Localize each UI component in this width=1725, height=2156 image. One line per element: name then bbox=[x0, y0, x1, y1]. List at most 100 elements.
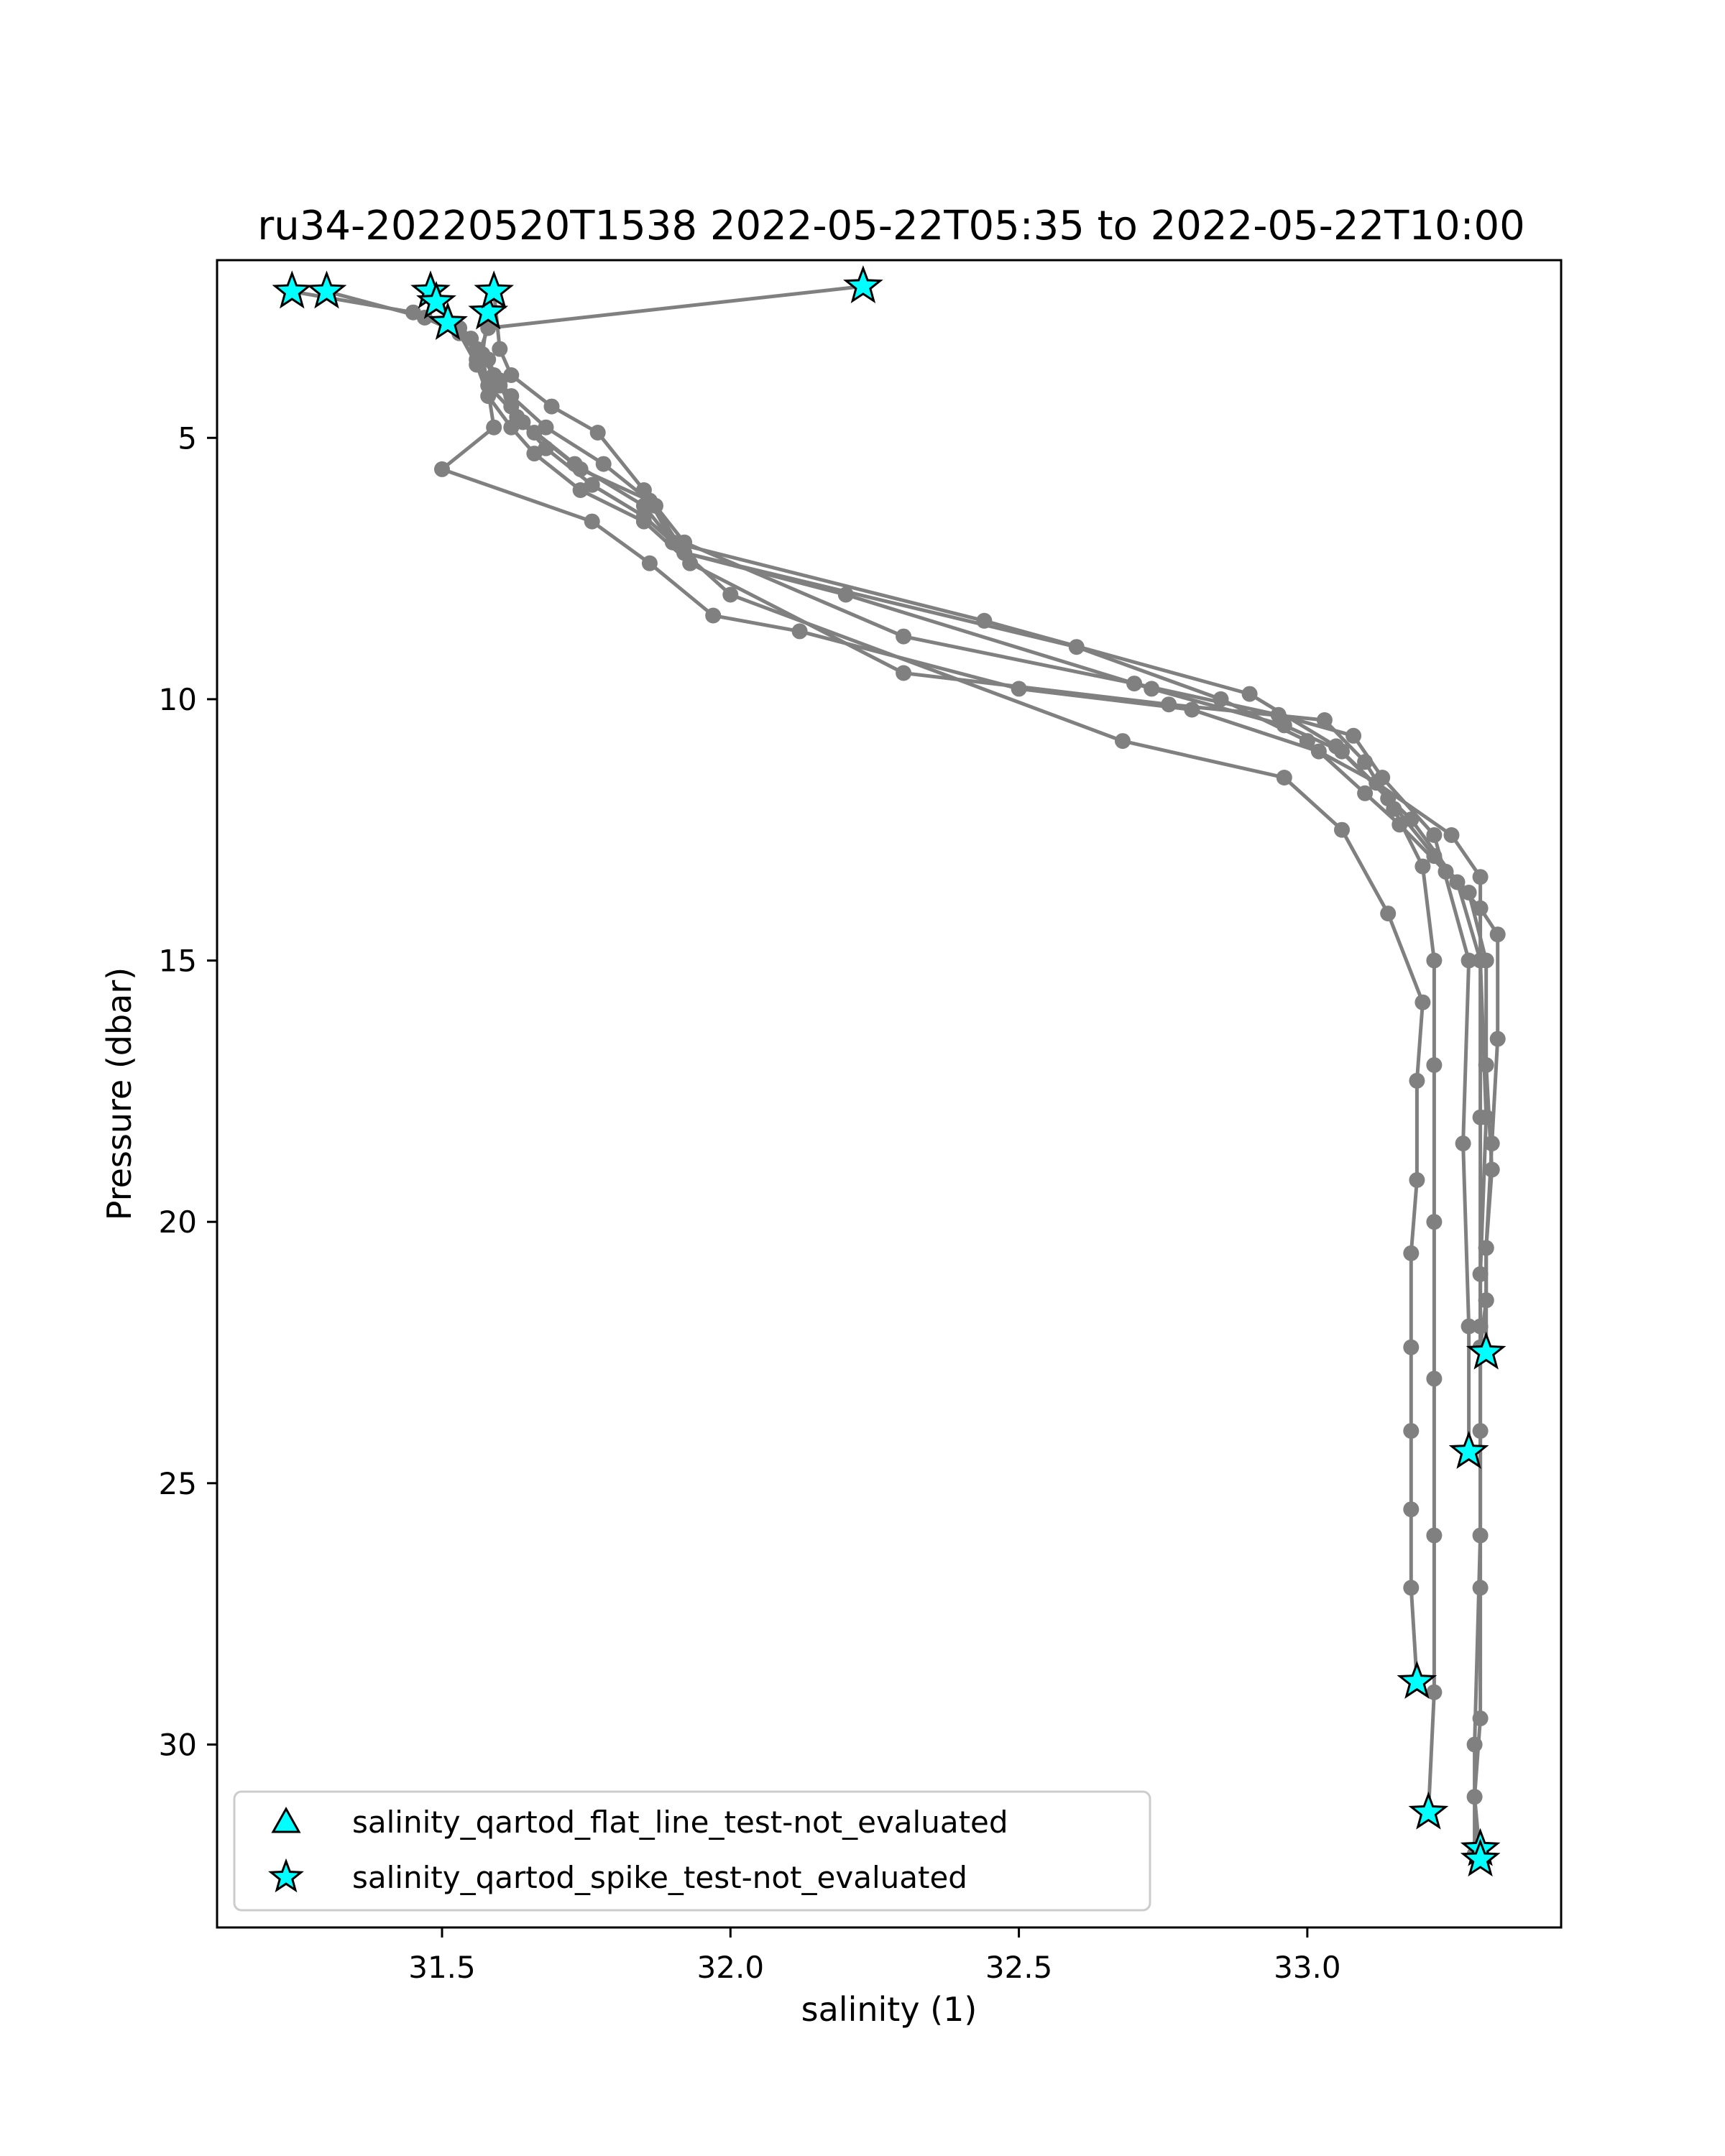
spike-flag-star-marker bbox=[843, 265, 883, 304]
data-point bbox=[1426, 1684, 1443, 1700]
data-point bbox=[1484, 1135, 1500, 1152]
profile-line-7 bbox=[474, 284, 1425, 1684]
spike-flag-star-marker bbox=[1397, 1660, 1438, 1699]
data-point bbox=[1241, 686, 1258, 702]
data-point bbox=[1443, 827, 1460, 843]
data-point bbox=[1392, 816, 1408, 833]
y-tick-label: 30 bbox=[159, 1727, 197, 1762]
data-point bbox=[791, 623, 808, 640]
data-point bbox=[1346, 727, 1362, 744]
data-point bbox=[1414, 994, 1431, 1010]
data-point bbox=[1068, 639, 1085, 655]
spike-flag-star-marker bbox=[468, 291, 509, 330]
data-point bbox=[584, 513, 600, 530]
data-point bbox=[1414, 858, 1431, 875]
data-point bbox=[1276, 770, 1292, 786]
legend-entry-2: salinity_qartod_spike_test-not_evaluated bbox=[268, 1858, 967, 1895]
data-point bbox=[584, 476, 600, 493]
data-point bbox=[1403, 1580, 1420, 1596]
spike-flag-star-marker bbox=[416, 280, 456, 319]
data-point bbox=[1489, 1031, 1506, 1047]
data-point bbox=[1438, 863, 1454, 880]
x-tick-label: 33.0 bbox=[1274, 1950, 1341, 1985]
data-point bbox=[1426, 827, 1443, 843]
x-tick-label: 31.5 bbox=[408, 1950, 476, 1985]
data-point bbox=[1472, 952, 1489, 969]
data-point bbox=[1334, 821, 1350, 838]
data-point bbox=[1472, 869, 1489, 885]
data-point bbox=[1126, 676, 1143, 692]
data-point bbox=[566, 456, 583, 472]
data-point bbox=[665, 534, 681, 550]
data-point bbox=[1478, 1240, 1494, 1256]
data-point bbox=[486, 419, 502, 436]
data-point bbox=[1403, 1245, 1420, 1261]
data-point bbox=[635, 482, 652, 498]
legend-triangle-marker bbox=[271, 1806, 301, 1833]
data-point bbox=[1478, 1057, 1494, 1073]
legend-entry-1: salinity_qartod_flat_line_test-not_evalu… bbox=[271, 1805, 1008, 1840]
y-tick-label: 15 bbox=[159, 944, 197, 979]
data-point bbox=[1472, 900, 1489, 916]
data-point bbox=[1115, 733, 1131, 750]
data-point bbox=[480, 320, 497, 336]
data-point bbox=[1472, 1580, 1489, 1596]
data-point bbox=[469, 351, 485, 368]
plot-area-frame bbox=[216, 259, 1563, 1929]
data-point bbox=[595, 456, 612, 472]
data-point bbox=[543, 398, 560, 415]
data-point bbox=[635, 497, 652, 514]
data-point bbox=[1478, 1109, 1494, 1125]
profile-series-6 bbox=[486, 283, 1506, 1355]
data-point bbox=[1299, 733, 1315, 750]
data-point bbox=[515, 414, 531, 430]
profile-line-5 bbox=[440, 310, 1489, 1861]
spike-flag-star-marker bbox=[428, 302, 468, 340]
data-point bbox=[434, 461, 450, 477]
data-point bbox=[896, 665, 912, 681]
data-point bbox=[1184, 701, 1200, 718]
data-point bbox=[1357, 785, 1374, 801]
data-point bbox=[1403, 1423, 1420, 1439]
data-point bbox=[538, 419, 554, 436]
data-point bbox=[1472, 1710, 1489, 1727]
y-tick-label: 5 bbox=[178, 420, 197, 456]
data-point bbox=[1460, 885, 1477, 900]
y-tick-label: 20 bbox=[159, 1204, 197, 1240]
y-tick-label: 25 bbox=[159, 1466, 197, 1501]
data-point bbox=[1489, 926, 1506, 943]
data-point bbox=[1460, 952, 1477, 969]
data-point bbox=[1426, 1527, 1443, 1544]
data-point bbox=[1409, 1072, 1425, 1089]
data-point bbox=[1270, 706, 1287, 723]
chart-title: ru34-20220520T1538 2022-05-22T05:35 to 2… bbox=[257, 203, 1524, 249]
y-axis-label: Pressure (dbar) bbox=[100, 967, 139, 1220]
data-point bbox=[1368, 775, 1385, 791]
data-point bbox=[722, 586, 739, 603]
spike-flag-star-marker bbox=[474, 270, 515, 309]
y-axis: 5 10 15 20 25 30 bbox=[159, 420, 217, 1762]
spike-flag-star-marker bbox=[1408, 1791, 1449, 1830]
data-point bbox=[1426, 1214, 1443, 1230]
legend-entry-label: salinity_qartod_flat_line_test-not_evalu… bbox=[352, 1805, 1008, 1840]
data-point bbox=[589, 425, 606, 441]
data-point bbox=[1426, 952, 1443, 969]
x-axis: 31.5 32.0 32.5 33.0 bbox=[408, 1927, 1341, 1985]
x-tick-label: 32.5 bbox=[985, 1950, 1053, 1985]
data-point bbox=[480, 377, 497, 394]
data-point bbox=[492, 341, 508, 357]
spike-flag-star-marker bbox=[306, 270, 347, 309]
flag-layer bbox=[272, 265, 1506, 1877]
data-point bbox=[1403, 1501, 1420, 1518]
spike-flag-star-marker bbox=[1448, 1430, 1489, 1469]
data-point bbox=[1472, 1423, 1489, 1439]
spike-flag-star-marker bbox=[1460, 1838, 1501, 1877]
data-point bbox=[1466, 1789, 1483, 1805]
data-point bbox=[1213, 691, 1229, 707]
y-tick-label: 10 bbox=[159, 682, 197, 717]
legend: salinity_qartod_flat_line_test-not_evalu… bbox=[233, 1790, 1151, 1912]
data-point bbox=[1409, 1172, 1425, 1188]
data-point bbox=[705, 607, 722, 624]
data-point bbox=[1478, 1292, 1494, 1309]
data-point bbox=[1455, 1135, 1471, 1152]
